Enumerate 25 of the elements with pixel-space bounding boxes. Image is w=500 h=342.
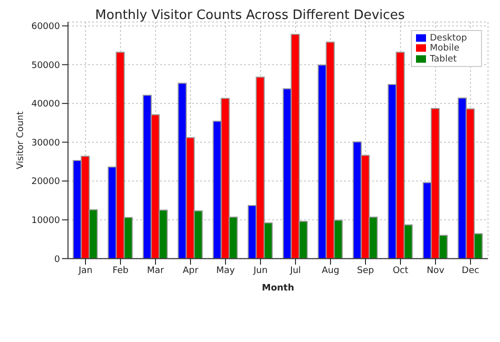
x-tick-label: Jan (78, 266, 92, 276)
y-tick-label: 20000 (31, 177, 60, 188)
x-tick-label: Oct (392, 266, 409, 276)
x-tick-label: Nov (426, 266, 445, 276)
x-tick-label: May (216, 266, 236, 276)
x-tick-label: Mar (147, 266, 164, 276)
x-tick-label: Apr (182, 266, 199, 276)
legend-label: Desktop (430, 33, 467, 44)
x-tick-label: Jul (289, 266, 301, 276)
y-tick-label: 50000 (31, 60, 60, 71)
y-tick-label: 0 (54, 254, 60, 265)
x-tick-label: Jun (252, 266, 268, 276)
x-tick-label: Aug (322, 266, 340, 276)
legend-label: Tablet (430, 54, 457, 64)
y-tick-label: 30000 (31, 138, 60, 148)
x-tick-label: Dec (462, 266, 480, 276)
y-tick-label: 10000 (31, 216, 60, 226)
y-axis-title: Visitor Count (16, 110, 26, 170)
x-tick-label: Sep (357, 266, 374, 276)
chart-title: Monthly Visitor Counts Across Different Devices (94, 8, 406, 23)
y-tick-label: 60000 (31, 22, 60, 32)
y-tick-label: 40000 (31, 100, 60, 110)
legend-label: Mobile (430, 44, 460, 54)
x-tick-label: Feb (112, 266, 129, 276)
x-axis-title: Month (262, 284, 294, 294)
